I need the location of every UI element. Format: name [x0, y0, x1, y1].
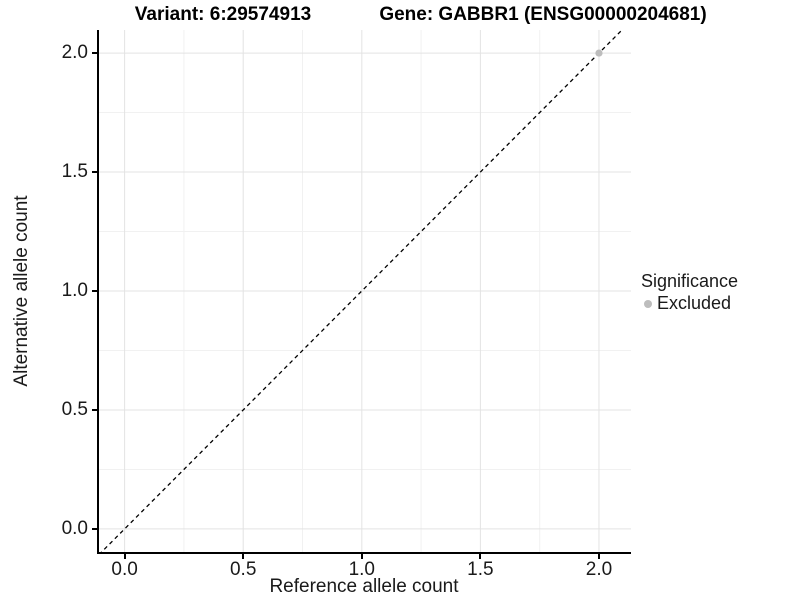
- legend-key-dot-icon: [644, 299, 652, 308]
- y-tick-label: 0.5: [61, 398, 88, 420]
- x-tick-label: 2.0: [585, 559, 613, 580]
- chart-panel: [97, 30, 631, 554]
- gene-title: Gene: GABBR1 (ENSG00000204681): [379, 4, 707, 25]
- x-tick-mark: [123, 554, 126, 559]
- legend: Significance Excluded: [641, 271, 799, 313]
- x-tick-mark: [597, 554, 600, 559]
- identity-reference-line: [100, 30, 623, 552]
- y-tick-label: 1.0: [61, 280, 88, 301]
- y-tick-mark: [92, 171, 97, 174]
- x-tick-label: 1.0: [348, 559, 376, 580]
- y-axis-title: Alternative allele count: [11, 195, 32, 387]
- legend-item: Excluded: [641, 293, 799, 313]
- data-point: [595, 49, 603, 57]
- y-tick-label: 0.0: [61, 517, 88, 539]
- legend-title: Significance: [641, 271, 739, 291]
- y-tick-mark: [92, 408, 97, 411]
- y-tick-label: 2.0: [61, 42, 88, 64]
- x-axis-title: Reference allele count: [269, 576, 459, 597]
- x-tick-label: 0.0: [111, 559, 138, 580]
- y-tick-mark: [92, 52, 97, 55]
- chart-canvas: [99, 30, 631, 552]
- variant-title: Variant: 6:29574913: [134, 4, 312, 25]
- y-tick-label: 1.5: [61, 161, 88, 183]
- x-tick-mark: [479, 554, 482, 559]
- y-tick-mark: [92, 527, 97, 530]
- x-tick-mark: [242, 554, 245, 559]
- x-tick-label: 0.5: [229, 559, 257, 580]
- legend-item-label: Excluded: [657, 293, 732, 313]
- x-tick-label: 1.5: [467, 559, 494, 580]
- x-tick-mark: [360, 554, 363, 559]
- y-tick-mark: [92, 290, 97, 292]
- legend-items: Excluded: [641, 293, 799, 313]
